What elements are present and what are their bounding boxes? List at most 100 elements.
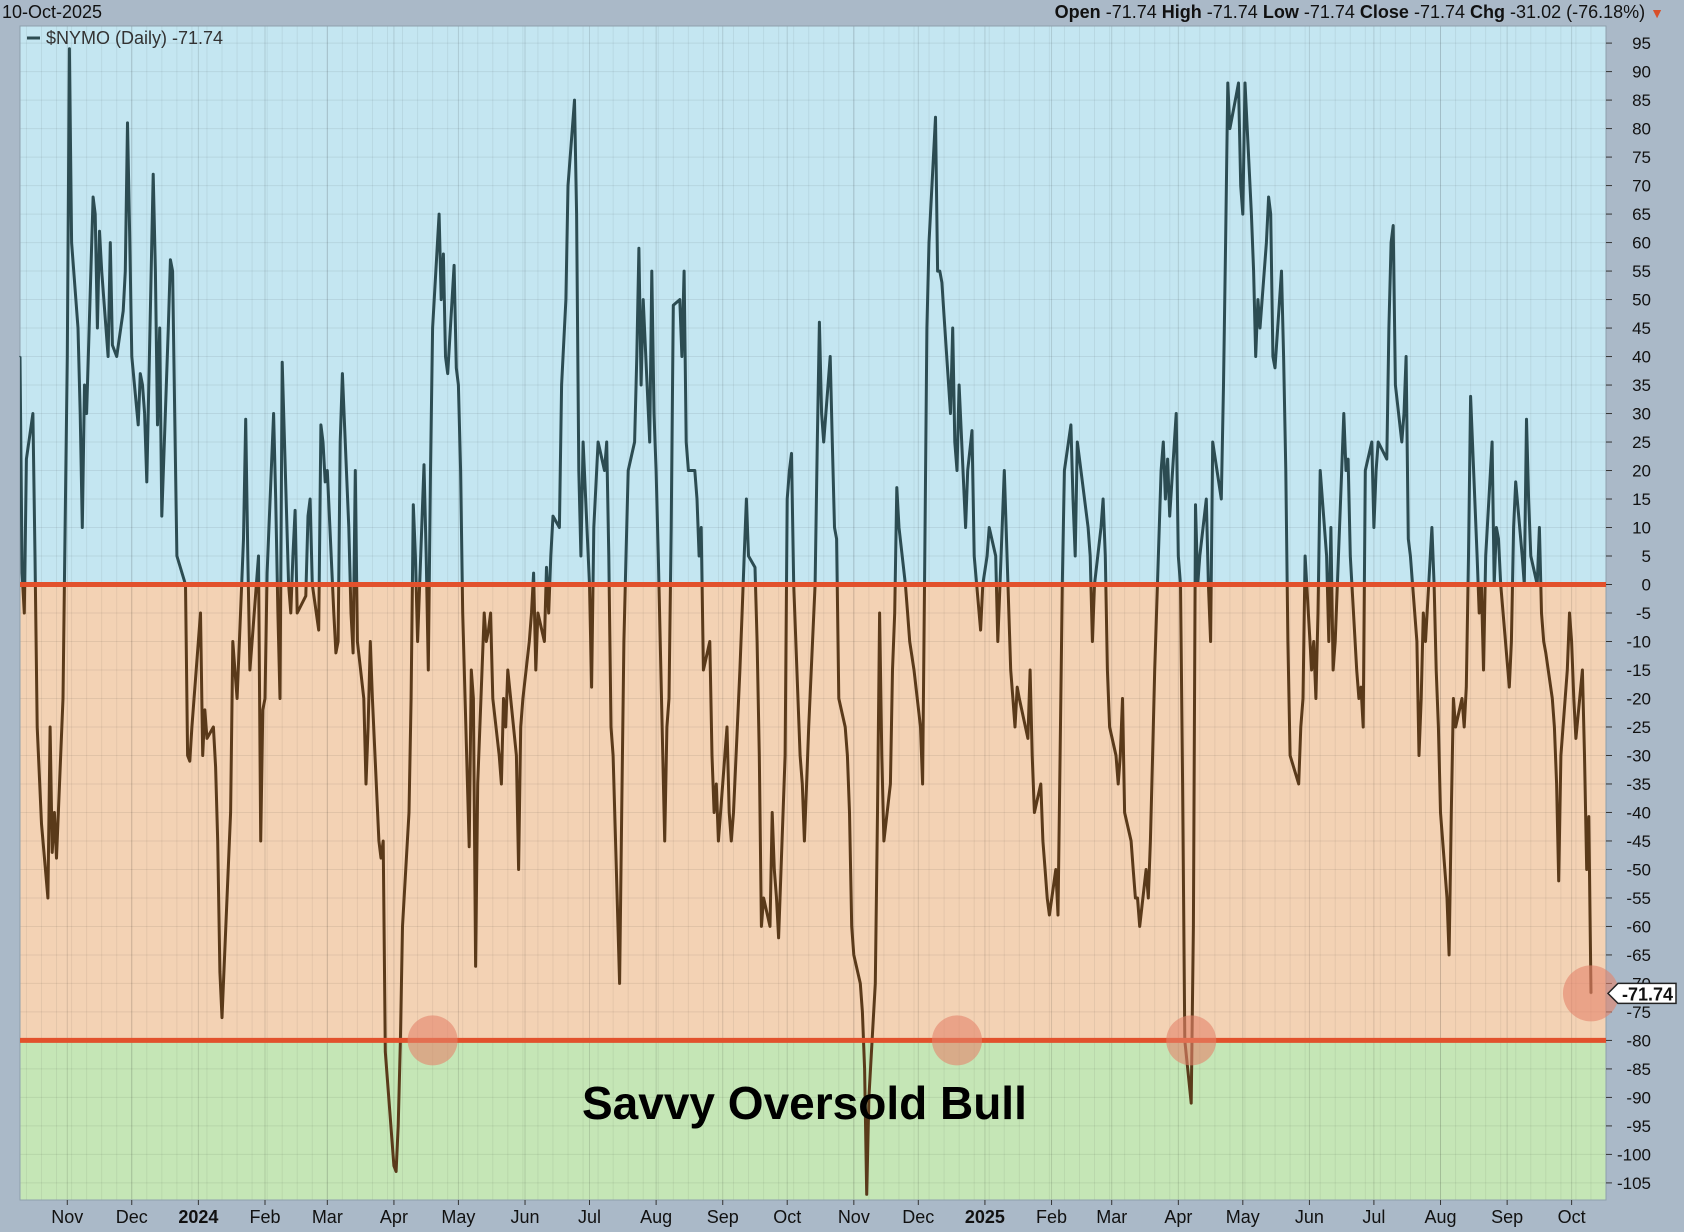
data-point (580, 555, 582, 557)
data-point (775, 897, 778, 899)
x-tick-label: Aug (640, 1207, 672, 1227)
y-tick-label: 85 (1632, 91, 1651, 110)
data-point (504, 726, 507, 728)
data-point (1254, 355, 1257, 358)
data-point (966, 469, 969, 472)
data-point (272, 412, 275, 415)
series-line-above-zero (20, 47, 1543, 585)
data-point (908, 640, 911, 643)
data-point (1588, 815, 1590, 818)
data-point (98, 230, 101, 232)
data-point (1239, 184, 1242, 187)
data-point (700, 526, 702, 529)
data-point (859, 982, 862, 985)
y-tick-label: -100 (1617, 1145, 1651, 1164)
data-point (1551, 697, 1554, 700)
data-point (363, 697, 365, 700)
close-value: -71.74 (1413, 2, 1466, 22)
data-point (1072, 498, 1074, 500)
data-point (756, 640, 758, 643)
data-point (1205, 498, 1208, 500)
data-point (1325, 555, 1328, 557)
data-point (244, 418, 247, 421)
data-point (846, 754, 849, 757)
data-point (171, 270, 174, 272)
data-point (1087, 526, 1089, 529)
data-point (333, 612, 335, 614)
data-point (926, 327, 928, 329)
data-point (1302, 697, 1304, 700)
x-tick-label: Jun (1295, 1207, 1324, 1227)
data-point (1259, 327, 1261, 329)
data-point (1401, 441, 1403, 443)
data-point (1211, 441, 1214, 443)
data-point (1527, 498, 1530, 500)
data-point (1192, 925, 1195, 928)
data-point (638, 247, 640, 250)
data-point (1091, 640, 1094, 643)
data-point (838, 697, 840, 700)
data-point (158, 327, 161, 329)
y-tick-label: 55 (1632, 262, 1651, 281)
data-point (657, 555, 660, 557)
data-point (898, 526, 900, 529)
data-point (545, 566, 548, 569)
data-point (199, 612, 202, 614)
data-point (1115, 754, 1117, 757)
data-point (1416, 640, 1418, 643)
y-axis: 95908580757065605550454035302520151050-5… (1606, 34, 1651, 1193)
data-point (161, 515, 163, 517)
data-point (1392, 224, 1394, 227)
data-point (1042, 840, 1044, 842)
data-point (786, 498, 788, 500)
data-point (1349, 555, 1352, 557)
data-point (474, 965, 477, 968)
data-point (176, 555, 178, 557)
data-point (1018, 697, 1021, 700)
x-tick-label: Nov (838, 1207, 870, 1227)
data-point (492, 697, 494, 700)
y-tick-label: -30 (1626, 746, 1651, 765)
data-point (532, 572, 535, 574)
data-point (128, 230, 131, 232)
data-point (666, 726, 668, 728)
data-point (1476, 555, 1478, 557)
y-tick-label: -90 (1626, 1088, 1651, 1107)
data-point (115, 355, 118, 358)
data-point (79, 412, 81, 415)
legend-label: $NYMO (Daily) -71.74 (46, 28, 223, 48)
data-point (642, 298, 644, 301)
y-tick-label: -80 (1626, 1031, 1651, 1050)
data-point (83, 384, 86, 386)
data-point (124, 270, 127, 272)
data-point (1345, 469, 1347, 472)
data-point (973, 555, 975, 557)
data-point (296, 612, 299, 614)
data-point (1364, 469, 1367, 472)
data-point (1566, 669, 1569, 671)
data-point (1048, 914, 1051, 916)
data-point (741, 612, 743, 614)
data-point (1016, 686, 1018, 688)
data-point (994, 555, 997, 557)
data-point (906, 612, 909, 614)
data-point (1224, 241, 1227, 244)
data-point (1570, 640, 1573, 643)
data-point (805, 783, 808, 785)
data-point (81, 526, 84, 529)
data-point (1104, 555, 1107, 557)
highlight-circle (1562, 965, 1619, 1022)
data-point (277, 612, 279, 614)
data-point (320, 424, 322, 426)
x-tick-label: Sep (1491, 1207, 1523, 1227)
data-point (457, 384, 460, 386)
data-point (1420, 697, 1422, 700)
data-point (730, 840, 733, 842)
data-point (711, 754, 713, 757)
data-point (356, 640, 359, 643)
y-tick-label: -50 (1626, 860, 1651, 879)
data-point (550, 555, 552, 557)
x-tick-label: May (441, 1207, 475, 1227)
data-point (1117, 783, 1119, 785)
data-point (883, 840, 885, 842)
